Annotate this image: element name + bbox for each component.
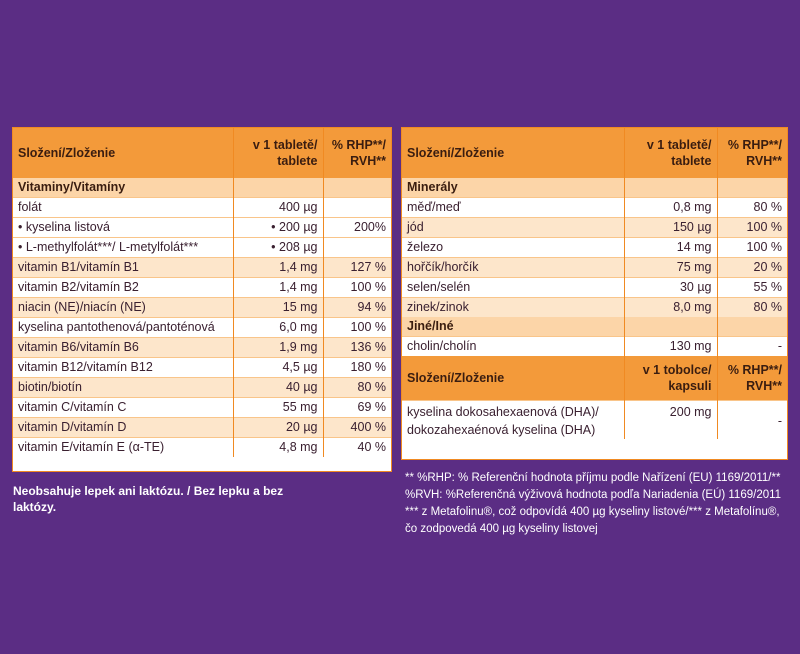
row-name: hořčík/horčík (402, 257, 624, 278)
right-nutrition-table: Složení/Zloženie v 1 tabletě/ tablete % … (401, 127, 788, 460)
row-pct: 80 % (716, 297, 787, 317)
row-amount: 200 mg (623, 400, 717, 439)
row-pct: 80 % (716, 197, 787, 218)
row-name: vitamin B12/vitamín B12 (13, 357, 233, 378)
header-rhp: % RHP**/ RVH** (322, 128, 391, 178)
row-pct: 94 % (322, 297, 391, 318)
row-pct: 180 % (322, 357, 391, 378)
row-name: cholin/cholín (402, 336, 624, 356)
row-name: biotin/biotín (13, 377, 233, 398)
row-pct: 100 % (322, 317, 391, 338)
header-per-tablet: v 1 tabletě/ tablete (623, 128, 717, 178)
footnote-line: %RVH: %Referenčná výživová hodnota podľa… (405, 489, 782, 501)
row-name: vitamin E/vitamín E (α-TE) (13, 437, 233, 457)
section-other: Jiné/Iné (402, 317, 624, 337)
left-nutrition-table: Složení/Zloženie v 1 tabletě/ tablete % … (12, 127, 392, 472)
row-amount: • 200 µg (232, 217, 323, 238)
row-amount: 75 mg (623, 257, 717, 278)
section-minerals: Minerály (402, 178, 624, 198)
row-pct (322, 237, 391, 258)
row-pct: - (716, 400, 787, 439)
row-pct: 136 % (322, 337, 391, 358)
section-vitamins: Vitaminy/Vitamíny (13, 178, 233, 198)
row-amount: 1,9 mg (232, 337, 323, 358)
header2-rhp: % RHP**/ RVH** (716, 356, 787, 401)
header-composition: Složení/Zloženie (402, 128, 624, 178)
row-amount: 40 µg (232, 377, 323, 398)
row-name: selen/selén (402, 277, 624, 298)
row-name: vitamin B6/vitamín B6 (13, 337, 233, 358)
row-amount: 1,4 mg (232, 257, 323, 278)
row-amount: 55 mg (232, 397, 323, 418)
row-name: kyselina pantothenová/pantoténová (13, 317, 233, 338)
row-amount: 150 µg (623, 217, 717, 238)
row-pct: 100 % (716, 237, 787, 258)
row-amount: 0,8 mg (623, 197, 717, 218)
row-pct (322, 197, 391, 218)
reference-footnotes: ** %RHP: % Referenční hodnota příjmu pod… (405, 470, 790, 538)
row-pct: 69 % (322, 397, 391, 418)
row-pct: 55 % (716, 277, 787, 298)
row-name: vitamin C/vitamín C (13, 397, 233, 418)
row-name: jód (402, 217, 624, 238)
footnote-line: ** %RHP: % Referenční hodnota příjmu pod… (405, 472, 781, 484)
row-pct: - (716, 336, 787, 356)
row-pct: 40 % (322, 437, 391, 457)
row-amount: 20 µg (232, 417, 323, 438)
row-name: • kyselina listová (13, 217, 233, 238)
header-per-tablet: v 1 tabletě/ tablete (232, 128, 323, 178)
row-amount: • 208 µg (232, 237, 323, 258)
row-amount: 1,4 mg (232, 277, 323, 298)
footnote-line: čo zodpovedá 400 µg kyseliny listovej (405, 523, 598, 535)
row-name: kyselina dokosahexaenová (DHA)/ dokozahe… (402, 400, 624, 439)
row-amount: 4,5 µg (232, 357, 323, 378)
header2-per-capsule: v 1 tobolce/ kapsuli (623, 356, 717, 401)
row-name: vitamin D/vitamín D (13, 417, 233, 438)
row-name: niacin (NE)/niacín (NE) (13, 297, 233, 318)
row-name: zinek/zinok (402, 297, 624, 317)
row-amount: 15 mg (232, 297, 323, 318)
row-name: železo (402, 237, 624, 258)
row-amount: 6,0 mg (232, 317, 323, 338)
row-name: měď/meď (402, 197, 624, 218)
header2-composition: Složení/Zloženie (402, 356, 624, 401)
gluten-lactose-note: Neobsahuje lepek ani laktózu. / Bez lepk… (13, 484, 284, 514)
row-pct: 400 % (322, 417, 391, 438)
row-amount: 8,0 mg (623, 297, 717, 317)
row-amount: 14 mg (623, 237, 717, 258)
row-amount: 30 µg (623, 277, 717, 298)
row-pct: 100 % (322, 277, 391, 298)
header-rhp: % RHP**/ RVH** (716, 128, 787, 178)
row-pct: 20 % (716, 257, 787, 278)
row-amount: 400 µg (232, 197, 323, 218)
row-amount: 130 mg (623, 336, 717, 356)
row-name: • L-methylfolát***/ L-metylfolát*** (13, 237, 233, 258)
row-name: vitamin B1/vitamín B1 (13, 257, 233, 278)
row-pct: 80 % (322, 377, 391, 398)
row-pct: 127 % (322, 257, 391, 278)
header-composition: Složení/Zloženie (13, 128, 233, 178)
row-pct: 100 % (716, 217, 787, 238)
row-name: folát (13, 197, 233, 218)
row-name: vitamin B2/vitamín B2 (13, 277, 233, 298)
row-pct: 200% (322, 217, 391, 238)
row-amount: 4,8 mg (232, 437, 323, 457)
footnote-line: *** z Metafolinu®, což odpovídá 400 µg k… (405, 506, 780, 518)
